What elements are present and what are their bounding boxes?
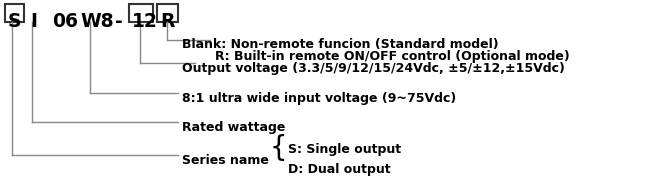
- Text: {: {: [270, 134, 288, 162]
- Text: 8:1 ultra wide input voltage (9~75Vdc): 8:1 ultra wide input voltage (9~75Vdc): [182, 92, 456, 105]
- Text: R: Built-in remote ON/OFF control (Optional mode): R: Built-in remote ON/OFF control (Optio…: [215, 50, 570, 63]
- Text: -: -: [115, 12, 123, 31]
- Text: I: I: [30, 12, 37, 31]
- Text: W8: W8: [80, 12, 114, 31]
- Bar: [129, 4, 153, 22]
- Text: 12: 12: [132, 12, 158, 31]
- Text: Output voltage (3.3/5/9/12/15/24Vdc, ±5/±12,±15Vdc): Output voltage (3.3/5/9/12/15/24Vdc, ±5/…: [182, 62, 565, 75]
- Text: S: S: [8, 12, 22, 31]
- Text: Rated wattage: Rated wattage: [182, 121, 285, 134]
- Text: R: R: [160, 12, 175, 31]
- Bar: [157, 4, 178, 22]
- Text: D: Dual output: D: Dual output: [288, 163, 390, 176]
- Text: Series name: Series name: [182, 154, 269, 167]
- Text: 06: 06: [52, 12, 78, 31]
- Text: Blank: Non-remote funcion (Standard model): Blank: Non-remote funcion (Standard mode…: [182, 38, 498, 51]
- Bar: [5, 4, 24, 22]
- Text: S: Single output: S: Single output: [288, 143, 401, 156]
